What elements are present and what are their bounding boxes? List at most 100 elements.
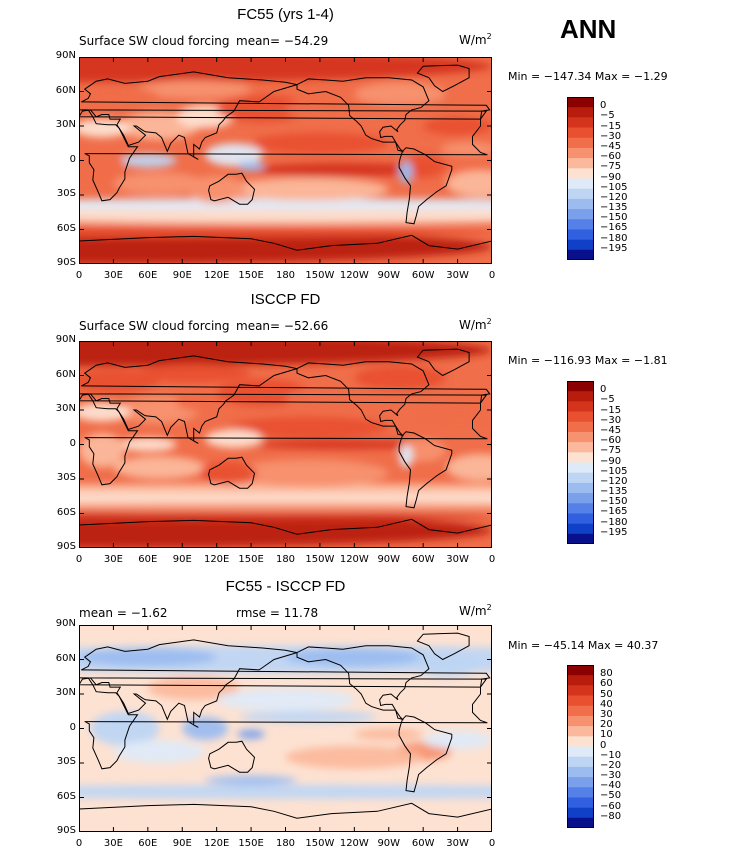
- field-contour: [79, 57, 492, 83]
- colorbar-level-label: 80: [600, 668, 613, 680]
- lon-tick-label: 120W: [339, 270, 369, 281]
- lon-tick-label: 30E: [103, 838, 123, 849]
- colorbar-swatch: [567, 442, 594, 453]
- lon-tick-label: 180: [275, 838, 296, 849]
- field-contour: [399, 444, 413, 468]
- coastline: [296, 645, 430, 721]
- lat-tick-label: 0: [69, 721, 76, 733]
- colorbar-level-label: −60: [600, 151, 622, 163]
- lat-tick-label: 0: [69, 153, 76, 165]
- colorbar-level-label: −180: [600, 232, 628, 244]
- lon-tick-label: 150E: [238, 838, 264, 849]
- colorbar-level-label: 30: [600, 708, 613, 720]
- lon-tick-label: 90E: [172, 554, 192, 565]
- lon-tick-label: 0: [75, 270, 83, 281]
- colorbar-level-label: −105: [600, 181, 628, 193]
- colorbar-swatch: [567, 249, 594, 260]
- colorbar-level-label: 60: [600, 678, 613, 690]
- colorbar-swatch: [567, 137, 594, 149]
- field-contour: [136, 364, 252, 383]
- colorbar-level-label: −105: [600, 465, 628, 477]
- colorbar-swatch: [567, 178, 594, 189]
- colorbar-level-label: 40: [600, 698, 613, 710]
- colorbar-swatch: [567, 787, 594, 798]
- lon-tick-label: 180: [275, 554, 296, 565]
- panel-2-min-max: Min = −45.14 Max = 40.37: [508, 639, 659, 652]
- field-contour: [423, 400, 492, 420]
- colorbar-level-label: 10: [600, 729, 613, 741]
- field-contour: [90, 711, 160, 746]
- field-contour: [113, 172, 206, 195]
- colorbar-swatch: [567, 127, 594, 139]
- lon-tick-label: 150W: [305, 554, 335, 565]
- field-contour: [251, 162, 435, 177]
- lat-tick-label: 60N: [55, 652, 76, 664]
- colorbar-level-label: −50: [600, 790, 622, 802]
- panel-1-map: [79, 341, 492, 548]
- colorbar-swatch: [567, 117, 594, 128]
- colorbar-frame: [567, 381, 594, 544]
- field-contour: [399, 160, 413, 184]
- colorbar-swatch: [567, 736, 594, 747]
- lon-tick-label: 150W: [305, 270, 335, 281]
- colorbar-level-label: 50: [600, 688, 613, 700]
- field-layer: [79, 57, 492, 264]
- colorbar-level-label: −90: [600, 171, 622, 183]
- field-contour: [79, 510, 492, 522]
- field-contour: [79, 503, 492, 513]
- panel-0-stat: mean= −54.29: [236, 34, 329, 48]
- field-contour: [251, 132, 389, 154]
- colorbar-swatch: [567, 675, 594, 686]
- panel-1-unit: W/m2: [459, 317, 492, 332]
- panel-1-min-max: Min = −116.93 Max = −1.81: [508, 354, 668, 367]
- colorbar-level-label: −195: [600, 526, 628, 538]
- colorbar-swatch: [567, 209, 594, 220]
- lat-tick-label: 30S: [56, 188, 76, 199]
- panel-0-min-max: Min = −147.34 Max = −1.29: [508, 70, 668, 83]
- coastlines: [79, 348, 492, 548]
- lat-tick-label: 30S: [56, 756, 76, 767]
- field-contour: [285, 387, 378, 410]
- colorbar-swatch: [567, 168, 594, 179]
- field-contour: [216, 94, 309, 123]
- lat-tick-label: 90S: [56, 257, 76, 268]
- colorbar-swatch: [567, 533, 594, 544]
- lat-tick-label: 90S: [56, 541, 76, 552]
- colorbar-level-label: −90: [600, 455, 622, 467]
- colorbar-swatch: [567, 229, 594, 240]
- field-contours: [79, 645, 492, 832]
- colorbar-swatch: [567, 452, 594, 463]
- colorbar-level-label: −165: [600, 506, 628, 518]
- colorbar-swatch: [567, 695, 594, 707]
- colorbar-swatch: [567, 219, 594, 230]
- lat-tick-label: 90N: [55, 50, 76, 61]
- colorbar-level-label: −15: [600, 120, 622, 132]
- field-contour: [446, 169, 492, 198]
- colorbar-frame: [567, 665, 594, 828]
- colorbar-level-label: −165: [600, 222, 628, 234]
- lon-tick-label: 60E: [138, 554, 158, 565]
- panel-2-title: FC55 - ISCCP FD: [225, 578, 346, 595]
- colorbar-level-label: −45: [600, 140, 622, 152]
- field-contour: [205, 775, 297, 785]
- lon-tick-label: 60E: [138, 270, 158, 281]
- colorbar-swatch: [567, 503, 594, 514]
- lon-tick-label: 150W: [305, 838, 335, 849]
- field-contour: [119, 153, 177, 168]
- colorbar-level-label: −75: [600, 161, 622, 173]
- field-contour: [285, 745, 424, 769]
- coastline: [79, 677, 488, 770]
- panel-0-map: [79, 57, 492, 264]
- colorbar-swatch: [567, 391, 594, 402]
- colorbar-swatch: [567, 493, 594, 504]
- panel-2-map: [79, 625, 492, 832]
- coastline: [79, 802, 492, 832]
- lon-tick-label: 0: [75, 838, 83, 849]
- panel-2-colorbar: [567, 665, 594, 828]
- panel-1-label-left: Surface SW cloud forcing: [79, 319, 230, 333]
- coastline: [79, 355, 491, 444]
- field-contour: [79, 85, 160, 109]
- colorbar-swatch: [567, 188, 594, 200]
- lat-tick-label: 0: [69, 437, 76, 449]
- lat-tick-label: 60S: [56, 506, 76, 518]
